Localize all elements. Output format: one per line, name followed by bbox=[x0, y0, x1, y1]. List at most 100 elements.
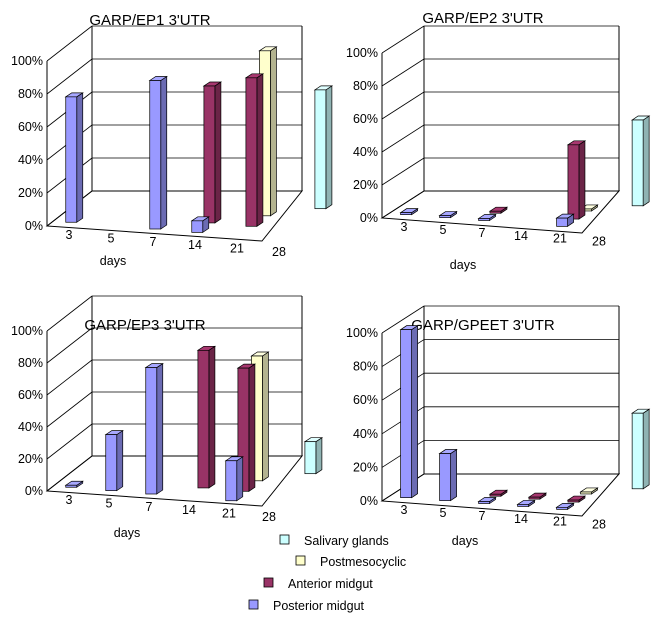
x-tick-label-28: 28 bbox=[592, 518, 606, 532]
x-tick-label-3: 3 bbox=[401, 503, 408, 517]
bar-posterior-midgut-5 bbox=[438, 448, 458, 502]
y-tick-label: 80% bbox=[353, 79, 378, 93]
bar-posterior-midgut-21 bbox=[224, 456, 244, 502]
bar-posterior-midgut-3 bbox=[64, 480, 84, 488]
x-tick-label-14: 14 bbox=[182, 503, 196, 517]
y-tick-label: 0% bbox=[360, 211, 378, 225]
y-tick-label: 0% bbox=[25, 219, 43, 233]
y-tick-label: 60% bbox=[18, 388, 43, 402]
grid-left-wall bbox=[46, 327, 93, 364]
bar-posterior-midgut-5 bbox=[438, 210, 458, 219]
y-tick-label: 60% bbox=[353, 112, 378, 126]
bar-anterior-midgut-14 bbox=[202, 81, 223, 224]
x-tick-label-7: 7 bbox=[479, 226, 486, 240]
legend-item-salivary-glands: Salivary glands bbox=[279, 534, 389, 548]
bar-posterior-midgut-21 bbox=[555, 502, 575, 511]
x-tick-label-3: 3 bbox=[66, 228, 73, 242]
chart-title: GARP/EP3 3'UTR bbox=[84, 317, 205, 334]
legend-label: Postmesocyclic bbox=[320, 555, 406, 569]
bar-anterior-midgut-14 bbox=[196, 345, 217, 489]
legend-label: Posterior midgut bbox=[273, 599, 365, 613]
legend-label: Salivary glands bbox=[304, 534, 389, 548]
x-tick-label-21: 21 bbox=[553, 232, 567, 246]
grid-left-wall bbox=[46, 359, 93, 396]
y-tick-label: 40% bbox=[353, 427, 378, 441]
y-tick-label: 20% bbox=[18, 452, 43, 466]
y-tick-label: 20% bbox=[353, 460, 378, 474]
bar-anterior-midgut-21 bbox=[244, 73, 265, 227]
bar-posterior-midgut-14 bbox=[516, 499, 536, 508]
chart-panel-4: 0% 20% 40% 60% 80% 100% 3 5 7 14 21 28 days GARP/GPEE… bbox=[346, 305, 651, 548]
bar-posterior-midgut-21 bbox=[555, 213, 575, 228]
x-tick-label-28: 28 bbox=[262, 510, 276, 524]
y-tick-label: 100% bbox=[346, 326, 378, 340]
y-tick-label: 80% bbox=[18, 87, 43, 101]
legend-item-anterior-midgut: Anterior midgut bbox=[263, 577, 373, 591]
bar-anterior-midgut-7 bbox=[488, 489, 509, 497]
x-tick-label-28: 28 bbox=[592, 235, 606, 249]
bar-posterior-midgut-7 bbox=[477, 213, 497, 222]
grid-left-wall bbox=[381, 58, 425, 87]
y-tick-label: 100% bbox=[11, 324, 43, 338]
chart-panel-1: 0% 20% 40% 60% 80% 100% 3 5 7 14 21 28 days GARP/EP1 … bbox=[11, 12, 334, 268]
bar-anterior-midgut-21 bbox=[566, 140, 587, 220]
grid-left-wall bbox=[46, 295, 93, 332]
x-tick-label-7: 7 bbox=[479, 509, 486, 523]
y-tick-label: 100% bbox=[11, 54, 43, 68]
x-tick-label-21: 21 bbox=[222, 507, 236, 521]
chart-title: GARP/EP1 3'UTR bbox=[89, 12, 210, 29]
legend-swatch bbox=[263, 577, 274, 588]
grid-left-wall bbox=[381, 91, 425, 120]
x-tick-label-5: 5 bbox=[106, 496, 113, 510]
y-tick-label: 0% bbox=[25, 484, 43, 498]
bar-salivary-glands-28 bbox=[313, 85, 334, 210]
bar-anterior-midgut-21 bbox=[566, 495, 587, 503]
grid-left-wall bbox=[381, 157, 425, 186]
bar-salivary-glands-28 bbox=[630, 115, 651, 207]
floor bbox=[45, 455, 304, 507]
bar-anterior-midgut-21 bbox=[236, 363, 257, 492]
grid-left-wall bbox=[381, 305, 425, 334]
bar-anterior-midgut-14 bbox=[527, 492, 548, 500]
x-tick-label-3: 3 bbox=[66, 493, 73, 507]
bar-posterior-midgut-3 bbox=[399, 207, 419, 216]
x-tick-label-28: 28 bbox=[272, 245, 286, 259]
legend-swatch bbox=[279, 534, 290, 545]
x-axis-label: days bbox=[452, 534, 478, 548]
y-tick-label: 60% bbox=[18, 120, 43, 134]
y-tick-label: 40% bbox=[353, 145, 378, 159]
x-axis-label: days bbox=[450, 258, 476, 272]
legend-swatch bbox=[295, 555, 306, 566]
x-tick-label-14: 14 bbox=[514, 512, 528, 526]
x-tick-label-5: 5 bbox=[440, 223, 447, 237]
x-tick-label-5: 5 bbox=[108, 231, 115, 245]
bar-posterior-midgut-14 bbox=[190, 216, 210, 234]
y-tick-label: 0% bbox=[360, 494, 378, 508]
x-tick-label-21: 21 bbox=[553, 515, 567, 529]
x-tick-label-3: 3 bbox=[401, 220, 408, 234]
bar-posterior-midgut-5 bbox=[104, 429, 124, 492]
bar-posterior-midgut-3 bbox=[399, 324, 419, 499]
x-tick-label-21: 21 bbox=[230, 242, 244, 256]
x-tick-label-7: 7 bbox=[146, 500, 153, 514]
grid-left-wall bbox=[46, 391, 93, 428]
x-axis-label: days bbox=[114, 526, 140, 540]
grid-left-wall bbox=[46, 25, 93, 62]
y-tick-label: 20% bbox=[18, 186, 43, 200]
legend-label: Anterior midgut bbox=[288, 577, 373, 591]
chart-title: GARP/GPEET 3'UTR bbox=[411, 317, 555, 334]
x-tick-label-7: 7 bbox=[150, 235, 157, 249]
grid-left-wall bbox=[46, 423, 93, 460]
y-tick-label: 20% bbox=[353, 178, 378, 192]
x-tick-label-14: 14 bbox=[188, 238, 202, 252]
legend-swatch bbox=[248, 599, 259, 610]
grid-left-wall bbox=[46, 58, 93, 95]
legend-item-posterior-midgut: Posterior midgut bbox=[248, 599, 365, 613]
legend-item-postmesocyclic: Postmesocyclic bbox=[295, 555, 406, 569]
y-tick-label: 40% bbox=[18, 420, 43, 434]
x-axis-label: days bbox=[100, 254, 126, 268]
bar-posterior-midgut-7 bbox=[144, 362, 164, 495]
x-tick-label-5: 5 bbox=[440, 506, 447, 520]
bar-postmesocyclic-21 bbox=[579, 487, 599, 495]
floor bbox=[380, 190, 621, 234]
